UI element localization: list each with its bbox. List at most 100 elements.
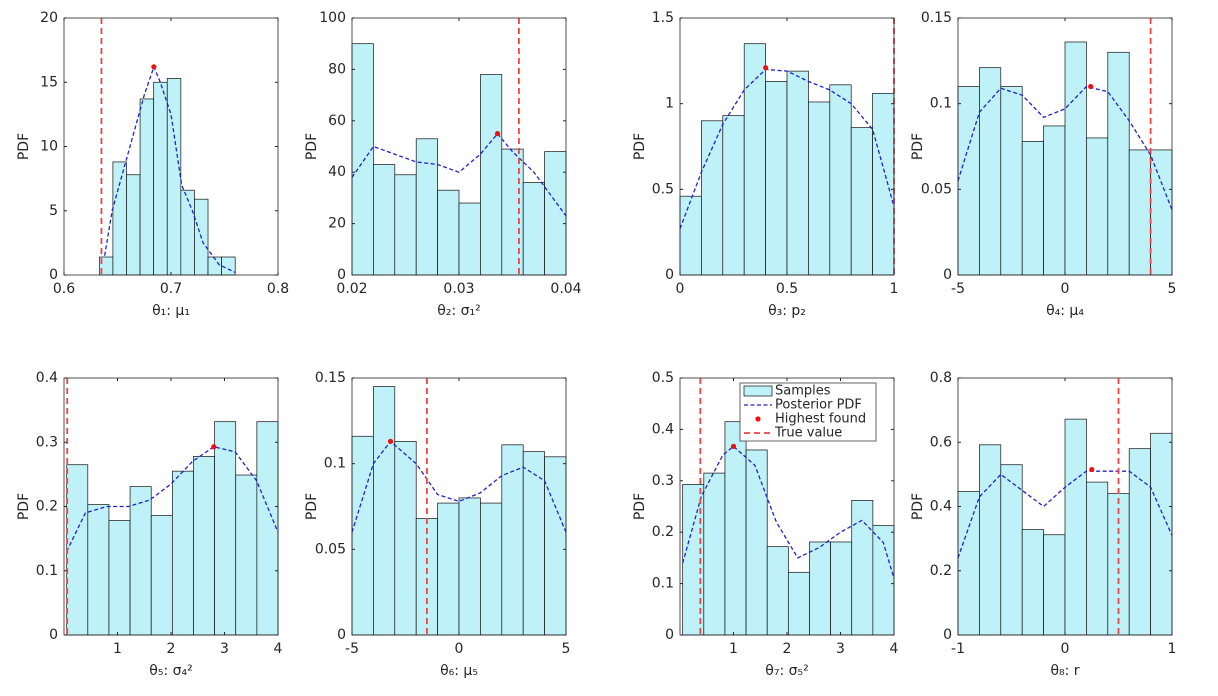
y-tick-label: 60 [328, 113, 346, 129]
bar [166, 78, 182, 276]
posterior-pdf [104, 64, 236, 274]
y-tick-label: 0.1 [930, 96, 952, 112]
bar [872, 93, 895, 276]
bar [193, 456, 215, 636]
x-tick-label: 1 [113, 641, 122, 657]
y-tick-label: 1.5 [652, 10, 674, 26]
bar [1000, 86, 1023, 276]
bar [139, 98, 155, 276]
x-tick-label: 1 [890, 281, 899, 297]
bar [1064, 41, 1087, 276]
posterior-pdf [957, 470, 1173, 559]
y-tick-label: 0.1 [36, 563, 58, 579]
y-tick-label: 0.1 [324, 456, 346, 472]
y-axis-label: PDF [304, 493, 320, 520]
bar [957, 491, 980, 636]
y-tick-label: 0 [49, 267, 58, 283]
x-tick-label: 4 [890, 641, 899, 657]
y-tick-label: 0 [665, 627, 674, 643]
bar [256, 421, 279, 636]
y-tick-label: 0 [337, 267, 346, 283]
bar [480, 502, 503, 636]
legend-swatch [755, 416, 761, 422]
y-tick-label: 0.4 [652, 421, 674, 437]
x-axis-label: θ₇: σ₅² [765, 663, 808, 679]
y-axis-label: PDF [910, 493, 926, 520]
y-axis-label: PDF [632, 493, 648, 520]
x-tick-label: 5 [562, 641, 571, 657]
bar [1064, 418, 1087, 636]
bar [808, 101, 831, 276]
y-tick-label: 5 [49, 203, 58, 219]
bar [153, 81, 168, 276]
bar [112, 161, 127, 276]
subplot: 1 2 3 4 0 0.1 0.2 0.3 0.4 0.5 θ₇: σ₅² PDF SamplesPos… [632, 370, 899, 679]
x-tick-label: -5 [345, 641, 359, 657]
x-tick-label: 1 [729, 641, 738, 657]
bar [766, 546, 789, 636]
x-tick-label: 0 [455, 641, 464, 657]
y-axis-label: PDF [632, 133, 648, 160]
bar [458, 202, 481, 276]
bar [522, 182, 545, 276]
x-tick-label: 3 [220, 641, 229, 657]
bar [373, 386, 396, 636]
highest-found [151, 64, 157, 70]
y-tick-label: 0.05 [921, 181, 952, 197]
y-tick-label: 0.15 [921, 10, 952, 26]
x-tick-label: 3 [836, 641, 845, 657]
bar [351, 435, 374, 636]
y-tick-label: 0 [337, 627, 346, 643]
x-tick-label: 0.6 [53, 281, 75, 297]
bar [437, 502, 460, 636]
bar [1021, 529, 1044, 636]
bar [1086, 137, 1109, 276]
y-tick-label: 40 [328, 164, 346, 180]
highest-found [387, 438, 394, 444]
y-tick-label: 100 [319, 10, 346, 26]
bar [351, 43, 374, 276]
y-axis-label: PDF [910, 133, 926, 160]
bar [1128, 149, 1151, 276]
y-axis-label: PDF [304, 133, 320, 160]
x-tick-label: 5 [1168, 281, 1177, 297]
x-tick-label: 0.04 [550, 281, 581, 297]
x-tick-label: -1 [951, 641, 965, 657]
bar [1128, 448, 1151, 636]
posterior-pdf [679, 68, 895, 229]
y-tick-label: 20 [40, 10, 58, 26]
legend-label: Highest found [775, 412, 866, 427]
y-tick-label: 0.6 [930, 434, 952, 450]
bar [66, 464, 89, 636]
bar [180, 189, 195, 276]
legend-label: Posterior PDF [775, 398, 862, 413]
bar [501, 148, 524, 276]
bar [679, 195, 702, 276]
bar [415, 138, 438, 276]
highest-found [494, 131, 501, 137]
bar [394, 441, 417, 636]
y-tick-label: 0.8 [930, 370, 952, 386]
bar [787, 571, 810, 636]
x-axis-label: θ₈: r [1050, 663, 1079, 679]
bar [1086, 481, 1109, 636]
y-tick-label: 0.3 [652, 473, 674, 489]
x-tick-label: 0 [676, 281, 685, 297]
bar [829, 84, 852, 276]
legend-label: True value [774, 426, 842, 441]
bar [501, 444, 524, 636]
bar [437, 189, 460, 276]
y-tick-label: 0 [943, 267, 952, 283]
highest-found [763, 65, 769, 71]
bar [809, 541, 831, 636]
bar [544, 151, 567, 276]
bar [1000, 464, 1023, 636]
y-tick-label: 0 [943, 627, 952, 643]
y-tick-label: 0.2 [930, 563, 952, 579]
y-axis-label: PDF [16, 493, 32, 520]
x-tick-label: 0 [1061, 641, 1070, 657]
bar [458, 497, 481, 636]
bar [1043, 125, 1066, 276]
bar [544, 456, 567, 636]
